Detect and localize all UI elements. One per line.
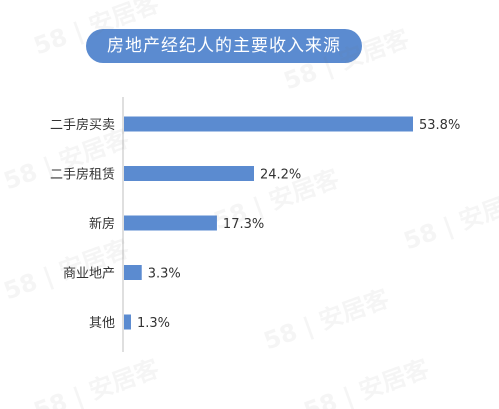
bar	[124, 166, 254, 181]
value-label: 53.8%	[419, 118, 460, 133]
value-label: 3.3%	[148, 267, 181, 282]
category-label: 商业地产	[63, 267, 115, 282]
bar	[124, 215, 217, 231]
bar	[124, 314, 131, 330]
category-label: 新房	[89, 216, 115, 232]
chart-title: 房地产经纪人的主要收入来源	[86, 29, 362, 63]
category-label: 其他	[89, 316, 115, 331]
value-label: 1.3%	[137, 316, 170, 331]
bar	[124, 265, 142, 280]
bar	[124, 116, 413, 132]
category-label: 二手房租赁	[50, 167, 115, 183]
value-label: 17.3%	[223, 217, 264, 232]
bars-layer: 二手房买卖 53.8% 二手房租赁 24.2% 新房 17.3% 商业地产 3.3% 其他 1.3…	[50, 116, 460, 331]
value-label: 24.2%	[260, 168, 301, 183]
category-label: 二手房买卖	[50, 117, 115, 133]
